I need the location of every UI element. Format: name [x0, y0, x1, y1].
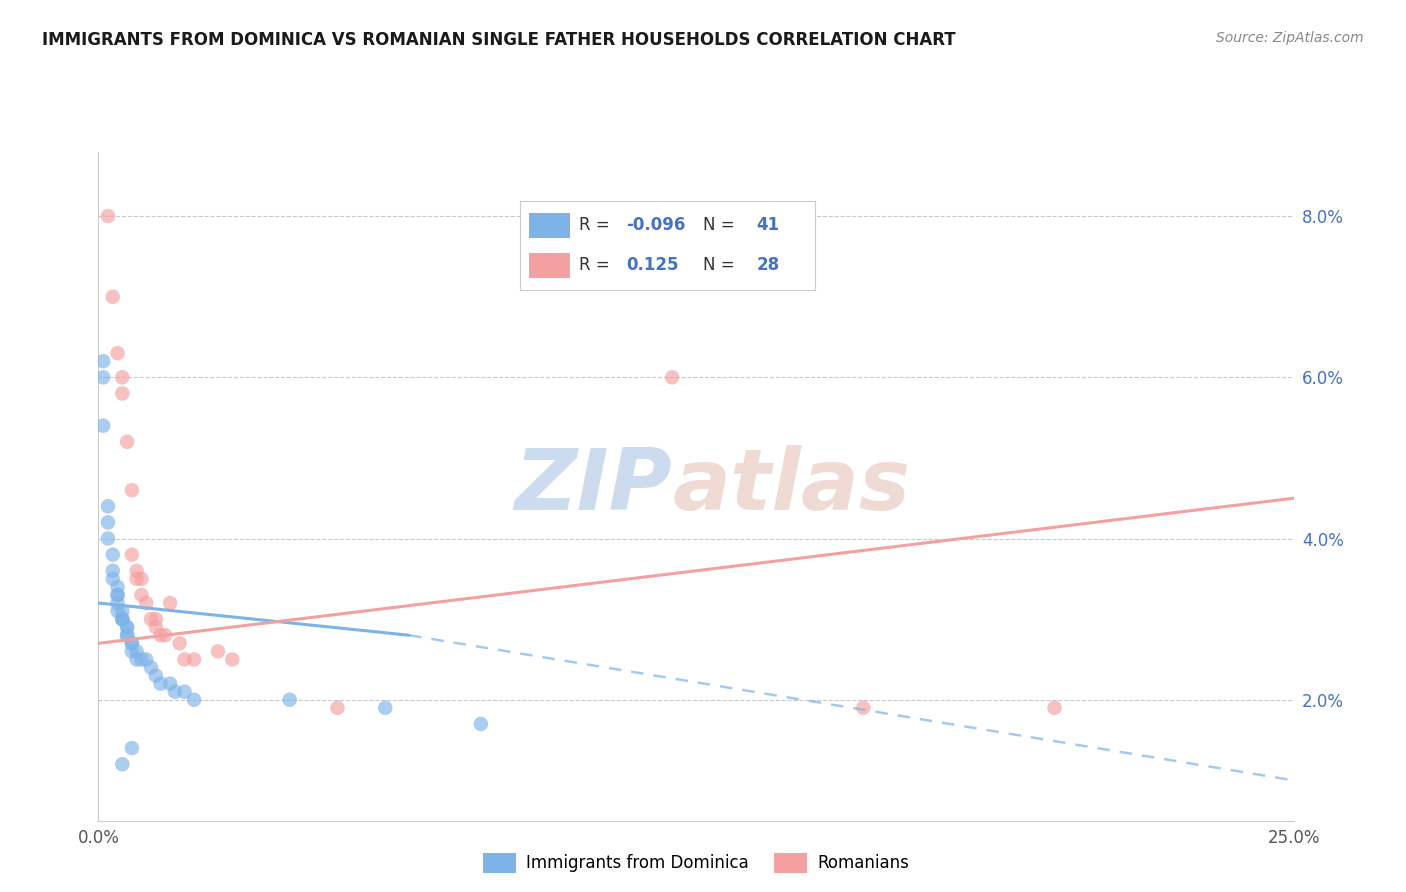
Point — [125, 572, 148, 586]
Text: 41: 41 — [756, 216, 779, 234]
Bar — [529, 213, 571, 238]
Point — [145, 620, 167, 634]
Legend: Immigrants from Dominica, Romanians: Immigrants from Dominica, Romanians — [477, 847, 915, 880]
Point — [374, 700, 396, 714]
Text: N =: N = — [703, 216, 735, 234]
Point — [111, 370, 134, 384]
Point — [115, 628, 138, 642]
Point — [125, 644, 148, 658]
Point — [107, 588, 129, 602]
Point — [121, 741, 143, 756]
Text: 28: 28 — [756, 256, 779, 274]
Point — [173, 684, 195, 698]
Point — [221, 652, 243, 666]
Point — [107, 346, 129, 360]
Point — [101, 572, 124, 586]
Text: 0.125: 0.125 — [627, 256, 679, 274]
Point — [470, 717, 492, 731]
Point — [121, 644, 143, 658]
Point — [121, 636, 143, 650]
Point — [145, 668, 167, 682]
Point — [107, 596, 129, 610]
Point — [91, 370, 114, 384]
Text: ZIP: ZIP — [515, 444, 672, 528]
Point — [131, 588, 153, 602]
Point — [107, 588, 129, 602]
Text: N =: N = — [703, 256, 735, 274]
Point — [111, 612, 134, 626]
Point — [149, 628, 172, 642]
Point — [155, 628, 177, 642]
Point — [97, 532, 120, 546]
Point — [131, 652, 153, 666]
Text: R =: R = — [579, 256, 610, 274]
Point — [661, 370, 683, 384]
Point — [159, 676, 181, 690]
Point — [115, 620, 138, 634]
Point — [173, 652, 195, 666]
Point — [169, 636, 191, 650]
Point — [115, 628, 138, 642]
Point — [183, 692, 205, 706]
Point — [97, 500, 120, 514]
Point — [183, 652, 205, 666]
Point — [135, 652, 157, 666]
Point — [97, 516, 120, 530]
Point — [91, 418, 114, 433]
Text: atlas: atlas — [672, 444, 910, 528]
Point — [115, 620, 138, 634]
Point — [101, 548, 124, 562]
Text: IMMIGRANTS FROM DOMINICA VS ROMANIAN SINGLE FATHER HOUSEHOLDS CORRELATION CHART: IMMIGRANTS FROM DOMINICA VS ROMANIAN SIN… — [42, 31, 956, 49]
Point — [111, 612, 134, 626]
Text: R =: R = — [579, 216, 610, 234]
Point — [101, 290, 124, 304]
Point — [326, 700, 349, 714]
Text: Source: ZipAtlas.com: Source: ZipAtlas.com — [1216, 31, 1364, 45]
Point — [135, 596, 157, 610]
Point — [107, 580, 129, 594]
Point — [131, 572, 153, 586]
Point — [115, 434, 138, 449]
Point — [111, 604, 134, 618]
Point — [278, 692, 301, 706]
Point — [101, 564, 124, 578]
Point — [121, 636, 143, 650]
Point — [149, 676, 172, 690]
Point — [207, 644, 229, 658]
Point — [91, 354, 114, 368]
Point — [139, 660, 162, 674]
Point — [852, 700, 875, 714]
Point — [111, 757, 134, 772]
Point — [139, 612, 162, 626]
Point — [97, 209, 120, 223]
Bar — [529, 253, 571, 278]
Point — [111, 386, 134, 401]
Point — [163, 684, 186, 698]
Text: -0.096: -0.096 — [627, 216, 686, 234]
Point — [107, 604, 129, 618]
Point — [121, 483, 143, 498]
Point — [121, 548, 143, 562]
Point — [125, 652, 148, 666]
Point — [145, 612, 167, 626]
Point — [1043, 700, 1066, 714]
Point — [125, 564, 148, 578]
Point — [159, 596, 181, 610]
Point — [111, 612, 134, 626]
